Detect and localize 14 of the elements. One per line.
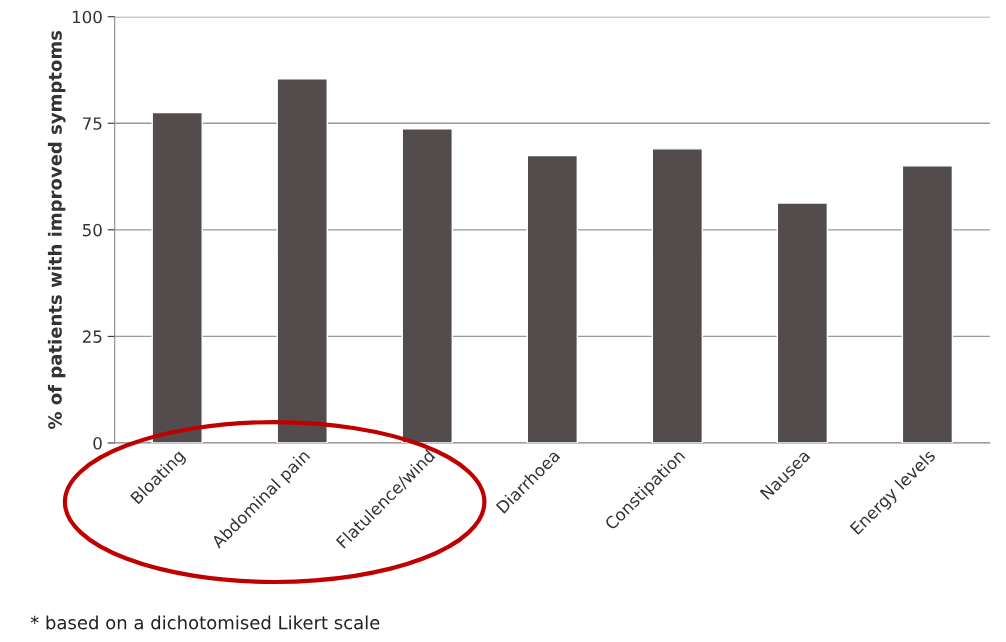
bar bbox=[776, 202, 829, 443]
bar bbox=[526, 154, 578, 443]
text: * based on a dichotomised Likert scale bbox=[30, 615, 380, 630]
y-tick-label: 100 bbox=[72, 10, 102, 24]
bar bbox=[151, 111, 203, 443]
bar bbox=[401, 128, 453, 443]
y-tick-label: 25 bbox=[82, 330, 102, 343]
bar bbox=[901, 165, 954, 443]
y-axis-title: % of patients with improved symptoms bbox=[47, 30, 66, 430]
y-tick-label: 0 bbox=[93, 436, 102, 450]
bar bbox=[276, 78, 328, 443]
bar bbox=[651, 148, 704, 443]
y-tick-label: 75 bbox=[83, 117, 102, 130]
y-tick-label: 50 bbox=[82, 223, 102, 237]
